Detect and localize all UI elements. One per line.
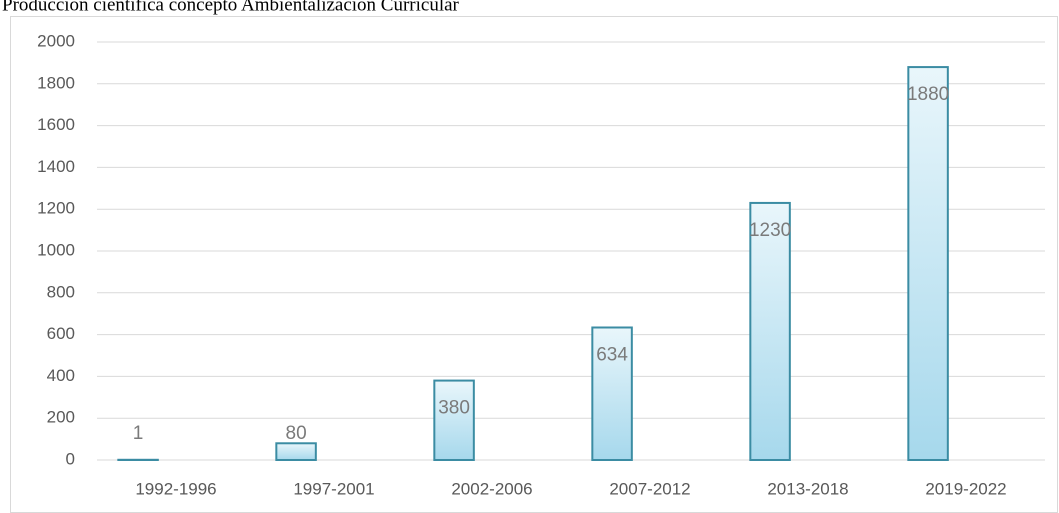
- data-label: 1230: [749, 220, 791, 241]
- y-tick-label: 1600: [37, 115, 75, 134]
- bar: [433, 379, 475, 461]
- x-tick-label: 2007-2012: [609, 479, 690, 498]
- y-tick-label: 0: [66, 449, 75, 468]
- y-tick-label: 600: [47, 324, 75, 343]
- x-tick-label: 1992-1996: [135, 479, 216, 498]
- data-label: 1: [133, 423, 144, 444]
- y-tick-label: 1400: [37, 157, 75, 176]
- y-tick-label: 2000: [37, 31, 75, 50]
- y-tick-label: 400: [47, 366, 75, 385]
- x-tick-label: 2013-2018: [767, 479, 848, 498]
- x-tick-label: 2019-2022: [925, 479, 1006, 498]
- y-tick-label: 200: [47, 408, 75, 427]
- y-tick-label: 1200: [37, 199, 75, 218]
- data-label: 80: [286, 423, 307, 444]
- bar: [275, 442, 317, 461]
- y-tick-label: 1000: [37, 240, 75, 259]
- chart-border: [10, 16, 1058, 513]
- x-tick-label: 2002-2006: [451, 479, 532, 498]
- y-tick-label: 1800: [37, 73, 75, 92]
- x-tick-label: 1997-2001: [293, 479, 374, 498]
- bar: [749, 201, 791, 461]
- data-label: 634: [596, 345, 628, 366]
- y-tick-label: 800: [47, 282, 75, 301]
- bar: [591, 326, 633, 461]
- bar: [907, 66, 949, 462]
- data-label: 380: [438, 398, 470, 419]
- data-label: 1880: [907, 84, 949, 105]
- chart-title: Producción científica concepto Ambiental…: [2, 0, 460, 15]
